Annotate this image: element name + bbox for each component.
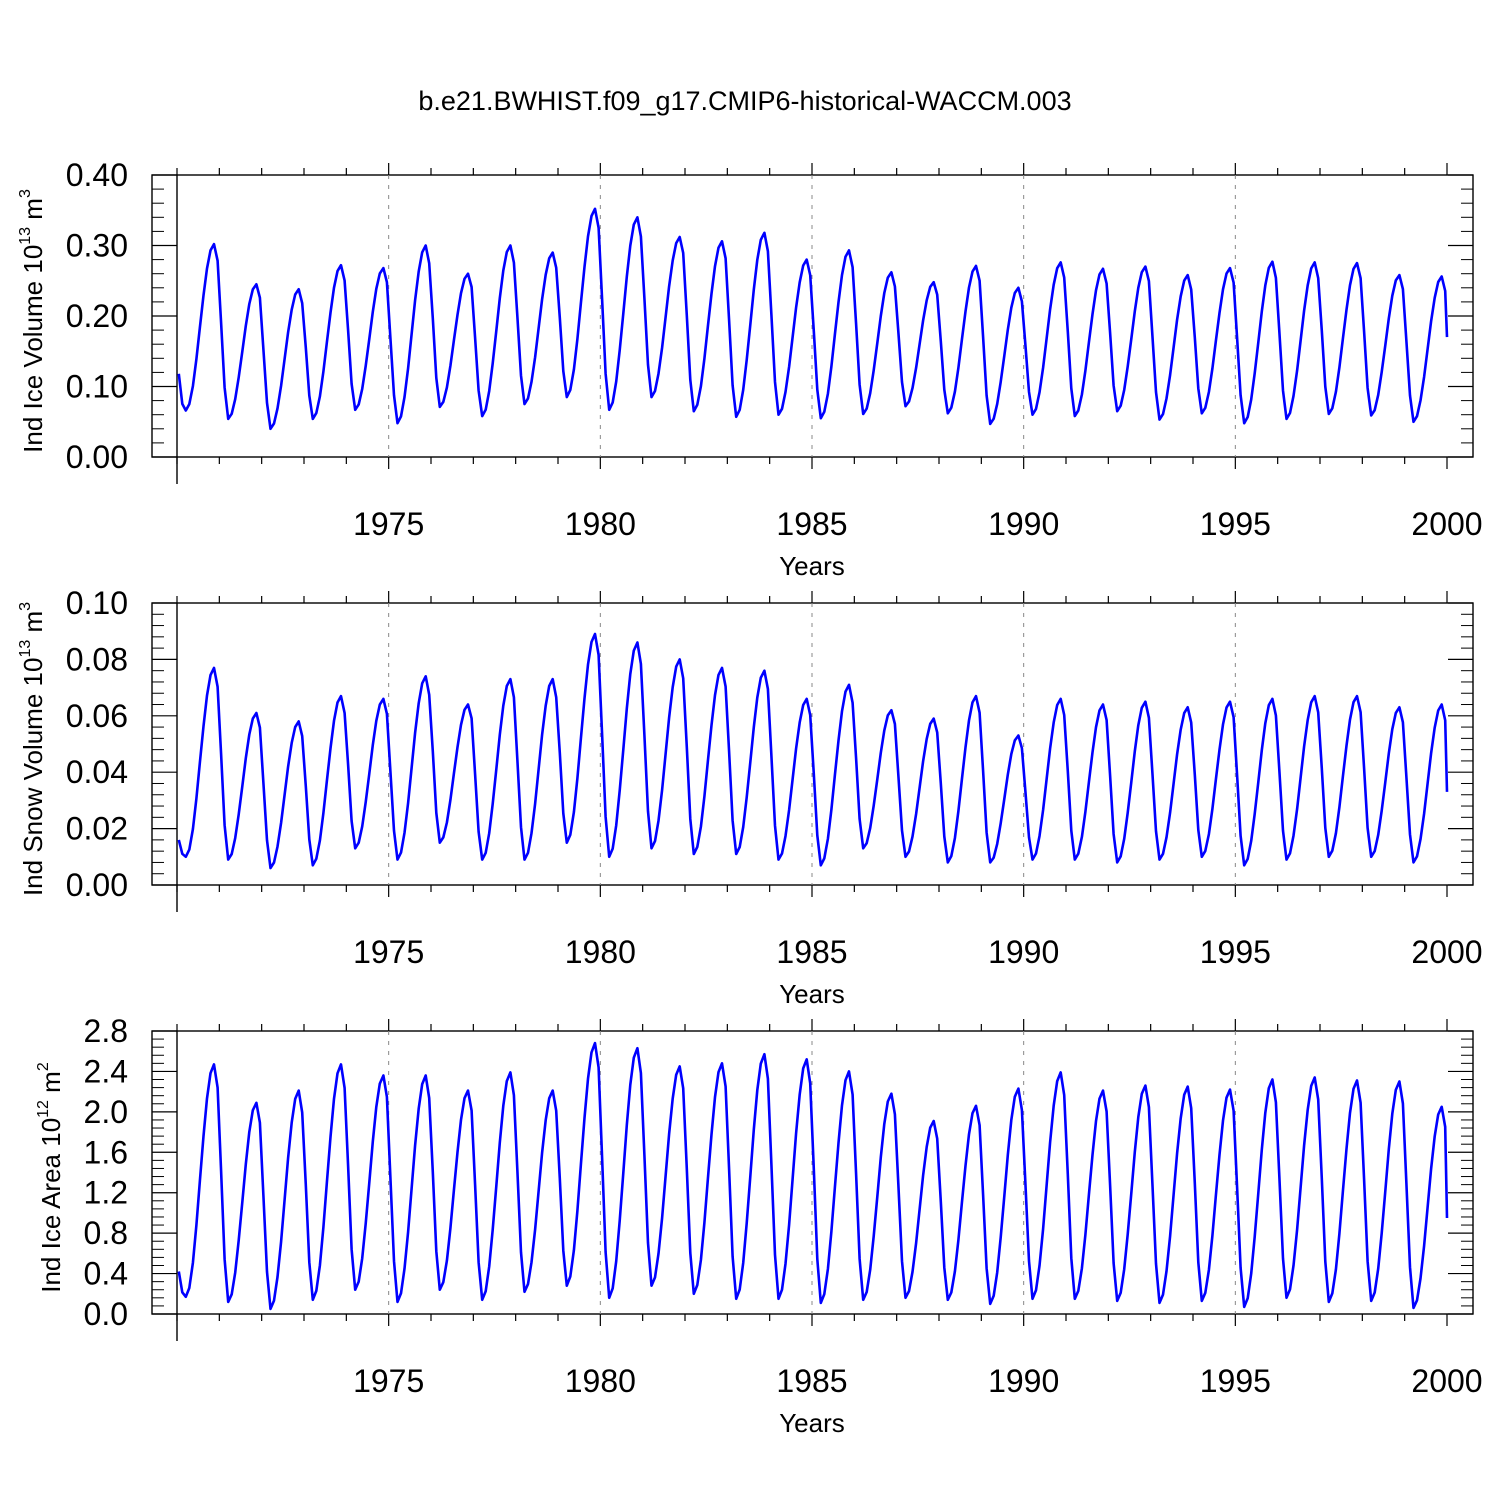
y-tick-label: 0.40 <box>66 157 128 193</box>
y-tick-label: 2.8 <box>84 1013 128 1049</box>
y-tick-label: 0.10 <box>66 585 128 621</box>
y-tick-label: 0.30 <box>66 228 128 264</box>
x-tick-label: 1995 <box>1200 934 1271 970</box>
series-line <box>177 1041 1449 1311</box>
panel-ice-area: 1975 1980 1985 1990 1995 2000 Years 0.0 0.4 0.8 1.… <box>35 1013 1483 1438</box>
x-axis-label: Years <box>779 551 845 581</box>
x-tick-label: 1980 <box>565 934 636 970</box>
x-tick-label: 1990 <box>988 506 1059 542</box>
y-tick-label: 0.04 <box>66 754 128 790</box>
y-axis-label: Ind Ice Area 1012 m2 <box>35 1062 66 1293</box>
x-tick-label: 2000 <box>1411 934 1482 970</box>
y-tick-label: 0.8 <box>84 1215 128 1251</box>
series-line <box>177 632 1449 870</box>
figure-title: b.e21.BWHIST.f09_g17.CMIP6-historical-WA… <box>418 86 1071 116</box>
x-axis-label: Years <box>779 1408 845 1438</box>
y-tick-label: 0.02 <box>66 811 128 847</box>
y-tick-label: 0.20 <box>66 298 128 334</box>
x-tick-label: 1985 <box>776 1363 847 1399</box>
x-tick-label: 1985 <box>776 934 847 970</box>
x-axis-label: Years <box>779 979 845 1009</box>
y-tick-label: 0.0 <box>84 1296 128 1332</box>
y-axis-label: Ind Ice Volume 1013 m3 <box>17 189 48 453</box>
y-tick-label: 2.4 <box>84 1053 128 1089</box>
x-tick-label: 1980 <box>565 506 636 542</box>
y-tick-label: 2.0 <box>84 1094 128 1130</box>
panel-snow-volume: 1975 1980 1985 1990 1995 2000 Years 0.00 0.02 0.0… <box>17 585 1483 1009</box>
y-tick-label: 0.4 <box>84 1256 128 1292</box>
x-tick-label: 2000 <box>1411 506 1482 542</box>
x-tick-label: 2000 <box>1411 1363 1482 1399</box>
x-tick-label: 1990 <box>988 934 1059 970</box>
series-line <box>177 207 1449 431</box>
y-tick-label: 0.00 <box>66 867 128 903</box>
y-axis-label: Ind Snow Volume 1013 m3 <box>17 602 48 896</box>
y-tick-label: 0.08 <box>66 641 128 677</box>
x-tick-label: 1975 <box>353 934 424 970</box>
y-tick-label: 0.06 <box>66 698 128 734</box>
x-tick-label: 1985 <box>776 506 847 542</box>
y-tick-label: 0.10 <box>66 369 128 405</box>
y-tick-label: 1.2 <box>84 1175 128 1211</box>
x-tick-label: 1975 <box>353 1363 424 1399</box>
x-tick-label: 1995 <box>1200 1363 1271 1399</box>
y-tick-label: 1.6 <box>84 1134 128 1170</box>
x-tick-label: 1995 <box>1200 506 1271 542</box>
panel-ice-volume: 1975 1980 1985 1990 1995 2000 Years 0.00 0.10 0.2… <box>17 157 1483 581</box>
x-tick-label: 1975 <box>353 506 424 542</box>
x-tick-label: 1980 <box>565 1363 636 1399</box>
x-tick-label: 1990 <box>988 1363 1059 1399</box>
y-tick-label: 0.00 <box>66 439 128 475</box>
